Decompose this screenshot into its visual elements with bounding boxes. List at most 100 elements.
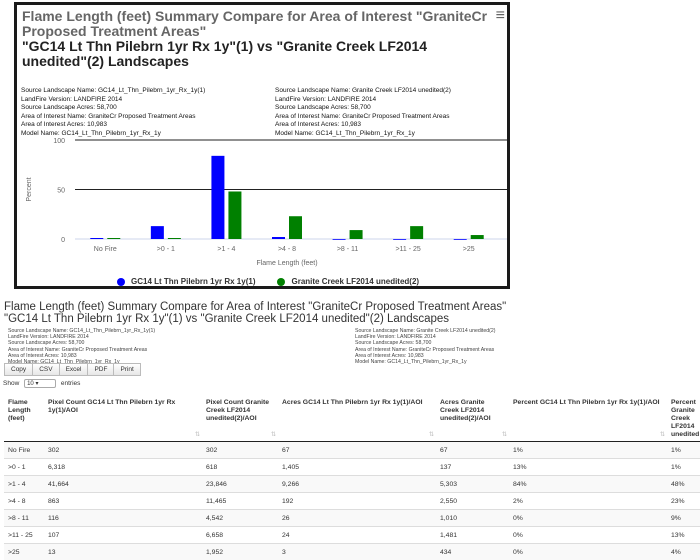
table-cell: 863: [44, 493, 202, 510]
column-header-label: Pixel Count GC14 Lt Thn Pilebrn 1yr Rx 1…: [48, 399, 175, 414]
legend-label-series1: GC14 Lt Thn Pilebrn 1yr Rx 1y(1): [131, 277, 255, 286]
table-cell: 302: [44, 442, 202, 459]
entries-label: entries: [61, 380, 81, 387]
legend-item-series2[interactable]: Granite Creek LF2014 unedited(2): [277, 277, 419, 286]
table-cell: >8 - 11: [4, 510, 44, 527]
table-cell: 5,303: [436, 476, 509, 493]
x-axis-label: Flame Length (feet): [256, 260, 317, 267]
table-cell: >4 - 8: [4, 493, 44, 510]
table-cell: 13%: [667, 527, 700, 544]
legend-swatch-series2: [277, 278, 285, 286]
table-right-meta: Source Landscape Name: Granite Creek LF2…: [355, 328, 495, 365]
table-cell: 1%: [667, 442, 700, 459]
page-length-select[interactable]: 10 ▾: [24, 379, 56, 388]
print-button[interactable]: Print: [113, 363, 140, 376]
table-cell: 0%: [509, 544, 667, 560]
bar-2: [350, 230, 363, 239]
table-cell: 6,658: [202, 527, 278, 544]
x-tick-label: >8 - 11: [337, 246, 359, 253]
table-cell: 13%: [509, 459, 667, 476]
bar-1: [393, 239, 406, 240]
x-tick-label: No Fire: [94, 246, 117, 253]
table-cell: 48%: [667, 476, 700, 493]
csv-button[interactable]: CSV: [32, 363, 59, 376]
table-cell: 434: [436, 544, 509, 560]
bar-2: [289, 216, 302, 239]
table-header-row: Flame Length (feet) Pixel Count GC14 Lt T…: [4, 399, 700, 442]
table-cell: 192: [278, 493, 436, 510]
bar-2: [107, 238, 120, 239]
excel-button[interactable]: Excel: [59, 363, 89, 376]
x-tick-label: >0 - 1: [157, 246, 175, 253]
table-cell: 9,266: [278, 476, 436, 493]
column-header[interactable]: Acres Granite Creek LF2014 unedited(2)/A…: [436, 399, 509, 442]
sort-icon[interactable]: ⇅: [271, 431, 276, 439]
y-tick-label: 50: [57, 188, 65, 195]
table-cell: 23,846: [202, 476, 278, 493]
chevron-down-icon: ▾: [35, 381, 38, 387]
table-cell: 0%: [509, 510, 667, 527]
table-cell: 84%: [509, 476, 667, 493]
sort-icon[interactable]: ⇅: [502, 431, 507, 439]
legend-label-series2: Granite Creek LF2014 unedited(2): [291, 277, 419, 286]
table-cell: 3: [278, 544, 436, 560]
table-cell: 41,664: [44, 476, 202, 493]
meta-line: Area of Interest Name: GraniteCr Propose…: [8, 347, 155, 353]
column-header-label: Acres Granite Creek LF2014 unedited(2)/A…: [440, 399, 491, 422]
page-length-value: 10: [27, 381, 34, 387]
sort-icon[interactable]: ⇅: [660, 431, 665, 439]
table-cell: 26: [278, 510, 436, 527]
x-tick-label: >1 - 4: [217, 246, 235, 253]
table-cell: 67: [436, 442, 509, 459]
table-title-line2: "GC14 Lt Thn Pilebrn 1yr Rx 1y"(1) vs "G…: [4, 313, 694, 325]
bar-1: [211, 156, 224, 239]
table-cell: 24: [278, 527, 436, 544]
bar-1: [454, 239, 467, 240]
column-header[interactable]: Pixel Count GC14 Lt Thn Pilebrn 1yr Rx 1…: [44, 399, 202, 442]
table-cell: 1,952: [202, 544, 278, 560]
legend-item-series1[interactable]: GC14 Lt Thn Pilebrn 1yr Rx 1y(1): [117, 277, 255, 286]
column-header[interactable]: Percent Granite Creek LF2014 unedited: [667, 399, 700, 442]
meta-line: Area of Interest Name: GraniteCr Propose…: [355, 347, 495, 353]
legend-swatch-series1: [117, 278, 125, 286]
sort-icon[interactable]: ⇅: [429, 431, 434, 439]
column-header[interactable]: Acres GC14 Lt Thn Pilebrn 1yr Rx 1y(1)/A…: [278, 399, 436, 442]
column-header[interactable]: Flame Length (feet): [4, 399, 44, 442]
table-cell: >25: [4, 544, 44, 560]
bar-2: [410, 226, 423, 239]
x-tick-label: >4 - 8: [278, 246, 296, 253]
bar-1: [90, 238, 103, 239]
column-header-label: Acres GC14 Lt Thn Pilebrn 1yr Rx 1y(1)/A…: [282, 399, 423, 406]
table-cell: 4%: [667, 544, 700, 560]
bar-2: [471, 235, 484, 239]
table-cell: >0 - 1: [4, 459, 44, 476]
column-header[interactable]: Pixel Count Granite Creek LF2014 unedite…: [202, 399, 278, 442]
sort-icon[interactable]: ⇅: [195, 431, 200, 439]
copy-button[interactable]: Copy: [4, 363, 33, 376]
table-cell: 618: [202, 459, 278, 476]
column-header[interactable]: Percent GC14 Lt Thn Pilebrn 1yr Rx 1y(1)…: [509, 399, 667, 442]
table-cell: 1,010: [436, 510, 509, 527]
table-cell: 1,405: [278, 459, 436, 476]
bar-1: [272, 237, 285, 239]
chart-legend: GC14 Lt Thn Pilebrn 1yr Rx 1y(1) Granite…: [117, 277, 419, 286]
x-tick-label: >25: [463, 246, 475, 253]
page-length-control: Show 10 ▾ entries: [3, 379, 80, 388]
table-cell: >11 - 25: [4, 527, 44, 544]
bar-1: [333, 239, 346, 240]
y-axis-label: Percent: [26, 177, 33, 201]
column-header-label: Percent Granite Creek LF2014 unedited: [671, 399, 699, 438]
pdf-button[interactable]: PDF: [87, 363, 114, 376]
table-cell: 9%: [667, 510, 700, 527]
table-cell: 1%: [667, 459, 700, 476]
table-title-line1: Flame Length (feet) Summary Compare for …: [4, 301, 694, 313]
